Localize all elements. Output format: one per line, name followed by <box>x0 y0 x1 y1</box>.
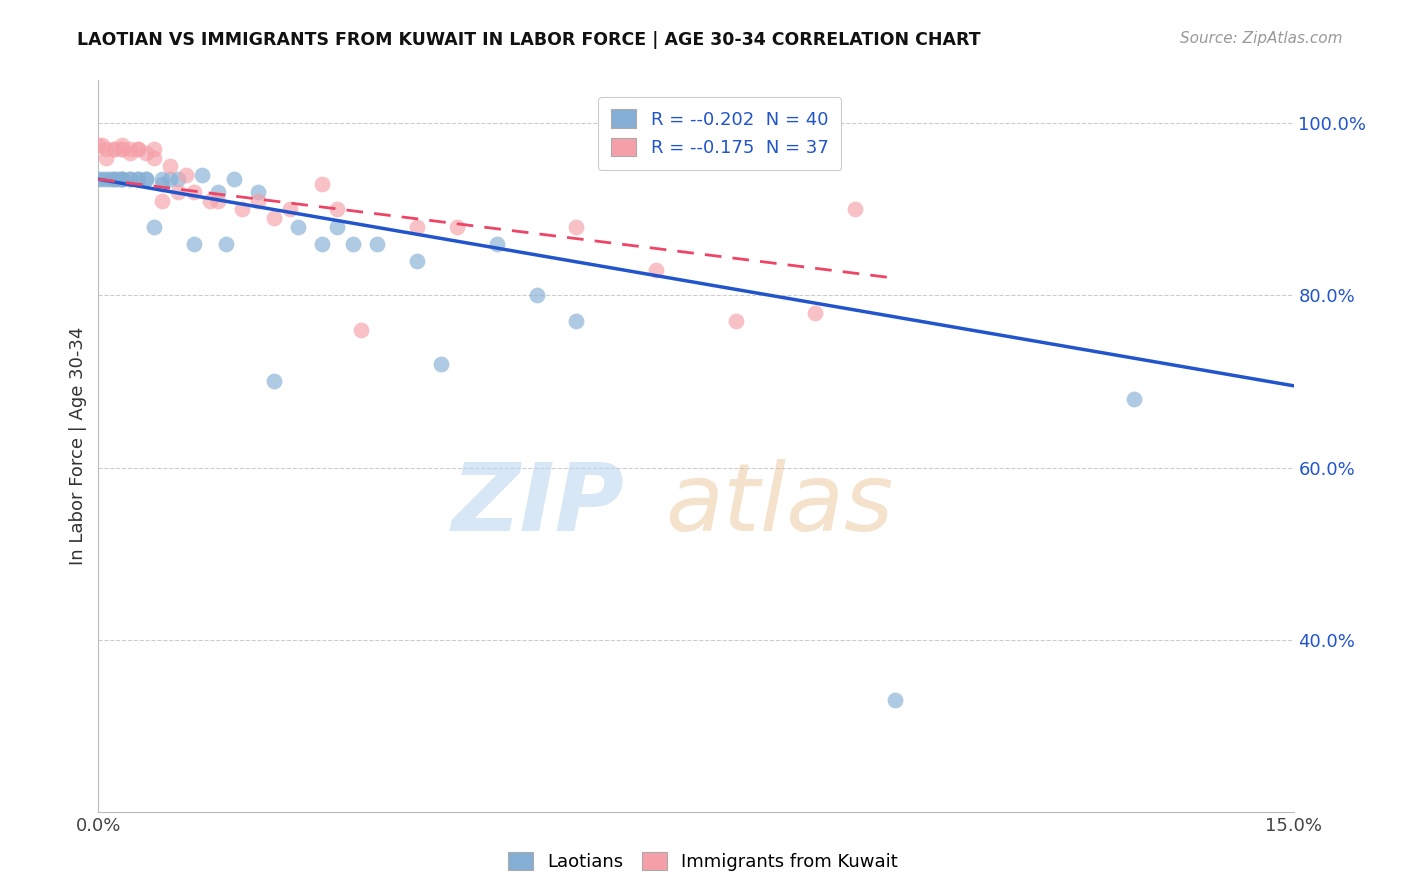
Point <box>406 219 429 234</box>
Point <box>159 159 181 173</box>
Point <box>103 172 125 186</box>
Point <box>844 202 866 217</box>
Legend: Laotians, Immigrants from Kuwait: Laotians, Immigrants from Kuwait <box>501 845 905 879</box>
Point <box>135 172 157 186</box>
Point <box>342 236 364 251</box>
Point <box>526 288 548 302</box>
Point <box>96 151 118 165</box>
Point <box>215 236 238 251</box>
Point <box>91 172 114 186</box>
Point <box>174 168 197 182</box>
Point <box>98 172 122 186</box>
Point <box>406 254 429 268</box>
Point <box>246 194 269 208</box>
Point <box>150 194 173 208</box>
Point <box>127 172 149 186</box>
Point <box>222 172 245 186</box>
Point <box>350 323 373 337</box>
Point <box>87 137 110 152</box>
Point <box>263 375 285 389</box>
Text: Source: ZipAtlas.com: Source: ZipAtlas.com <box>1180 31 1343 46</box>
Point <box>183 185 205 199</box>
Point <box>87 172 110 186</box>
Point <box>111 137 134 152</box>
Point <box>191 168 214 182</box>
Point <box>143 151 166 165</box>
Point <box>231 202 253 217</box>
Text: LAOTIAN VS IMMIGRANTS FROM KUWAIT IN LABOR FORCE | AGE 30-34 CORRELATION CHART: LAOTIAN VS IMMIGRANTS FROM KUWAIT IN LAB… <box>77 31 981 49</box>
Y-axis label: In Labor Force | Age 30-34: In Labor Force | Age 30-34 <box>69 326 87 566</box>
Point <box>143 219 166 234</box>
Point <box>127 172 149 186</box>
Point <box>96 142 118 156</box>
Point <box>103 142 125 156</box>
Point <box>111 172 134 186</box>
Point <box>150 177 173 191</box>
Point <box>311 177 333 191</box>
Point <box>107 172 129 186</box>
Point <box>120 142 142 156</box>
Point <box>565 314 588 328</box>
Point <box>246 185 269 199</box>
Text: atlas: atlas <box>665 459 894 550</box>
Point <box>120 146 142 161</box>
Point <box>1123 392 1146 406</box>
Point <box>127 142 149 156</box>
Legend: R = --0.202  N = 40, R = --0.175  N = 37: R = --0.202 N = 40, R = --0.175 N = 37 <box>599 96 841 169</box>
Point <box>804 305 827 319</box>
Point <box>135 172 157 186</box>
Point <box>287 219 309 234</box>
Point <box>167 172 190 186</box>
Text: ZIP: ZIP <box>451 458 624 550</box>
Point <box>103 172 125 186</box>
Point <box>326 219 349 234</box>
Point <box>96 172 118 186</box>
Point <box>91 137 114 152</box>
Point <box>111 172 134 186</box>
Point <box>167 185 190 199</box>
Point <box>430 357 453 371</box>
Point <box>150 172 173 186</box>
Point <box>120 172 142 186</box>
Point <box>159 172 181 186</box>
Point <box>645 262 668 277</box>
Point <box>143 142 166 156</box>
Point <box>326 202 349 217</box>
Point <box>111 142 134 156</box>
Point <box>198 194 221 208</box>
Point <box>207 185 229 199</box>
Point <box>111 172 134 186</box>
Point <box>565 219 588 234</box>
Point <box>724 314 747 328</box>
Point <box>111 142 134 156</box>
Point <box>366 236 388 251</box>
Point <box>207 194 229 208</box>
Point <box>884 693 907 707</box>
Point <box>446 219 468 234</box>
Point <box>485 236 508 251</box>
Point <box>103 142 125 156</box>
Point <box>183 236 205 251</box>
Point <box>263 211 285 225</box>
Point <box>278 202 301 217</box>
Point <box>311 236 333 251</box>
Point <box>135 146 157 161</box>
Point <box>120 172 142 186</box>
Point <box>127 142 149 156</box>
